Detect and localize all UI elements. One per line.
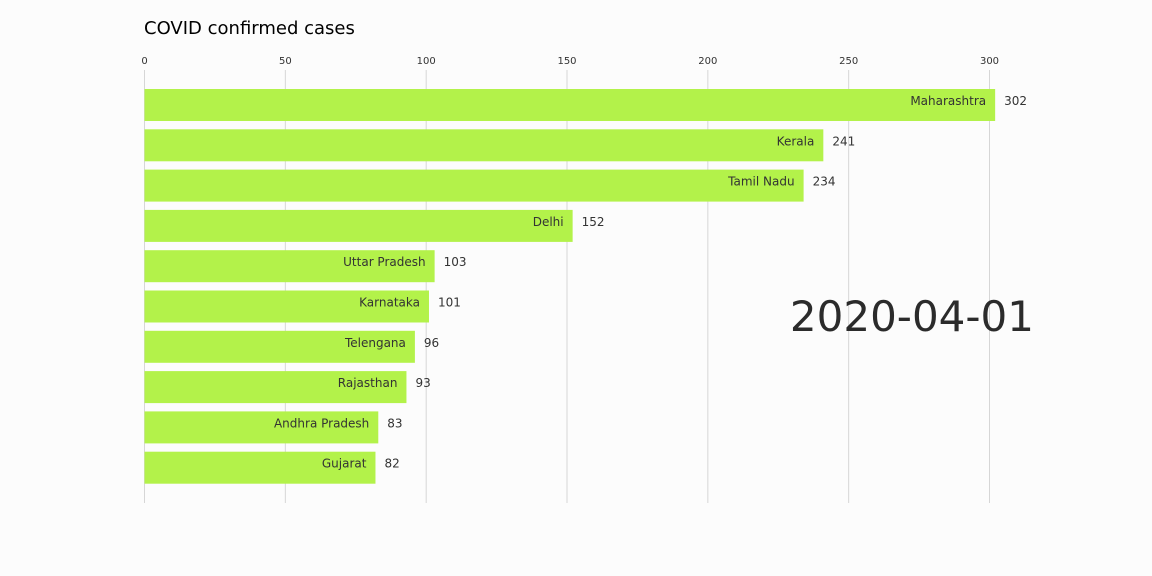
bar-category-label: Tamil Nadu — [727, 175, 794, 189]
x-axis-ticks: 0 50 100 150 200 250 300 — [141, 56, 999, 67]
bar — [144, 129, 824, 162]
bar-category-label: Maharashtra — [910, 94, 986, 108]
x-tick-label: 100 — [417, 56, 436, 67]
bar-category-label: Rajasthan — [338, 376, 398, 390]
bar — [144, 209, 573, 242]
x-tick-label: 0 — [141, 56, 147, 67]
bar — [144, 330, 415, 363]
bar-value-label: 103 — [444, 255, 467, 269]
bar-value-label: 96 — [424, 336, 439, 350]
bar-value-label: 93 — [415, 376, 430, 390]
bars: Maharashtra 302 Kerala 241 Tamil Nadu 234 Delh… — [144, 89, 1027, 484]
bar-value-label: 83 — [387, 416, 402, 430]
x-tick-label: 150 — [557, 56, 576, 67]
bar — [144, 169, 804, 202]
bar-value-label: 101 — [438, 296, 461, 310]
bar-category-label: Andhra Pradesh — [274, 416, 369, 430]
date-label: 2020-04-01 — [790, 292, 1034, 341]
bar — [144, 250, 435, 283]
bar-value-label: 302 — [1004, 94, 1027, 108]
bar-value-label: 241 — [832, 134, 855, 148]
bar-value-label: 152 — [582, 215, 605, 229]
bar-category-label: Delhi — [533, 215, 564, 229]
bar-value-label: 234 — [813, 175, 836, 189]
bar — [144, 451, 376, 484]
bar-category-label: Kerala — [777, 134, 815, 148]
bar — [144, 411, 379, 444]
x-tick-label: 250 — [839, 56, 858, 67]
x-tick-label: 50 — [279, 56, 292, 67]
chart-title: COVID confirmed cases — [144, 18, 355, 39]
bar-category-label: Karnataka — [359, 296, 420, 310]
x-tick-label: 200 — [698, 56, 717, 67]
x-tick-label: 300 — [980, 56, 999, 67]
bar-category-label: Telengana — [344, 336, 406, 350]
bar-category-label: Uttar Pradesh — [343, 255, 425, 269]
bar — [144, 371, 407, 404]
bar — [144, 290, 429, 323]
bar-value-label: 82 — [384, 457, 399, 471]
bar — [144, 89, 996, 121]
bar-category-label: Gujarat — [322, 457, 367, 471]
